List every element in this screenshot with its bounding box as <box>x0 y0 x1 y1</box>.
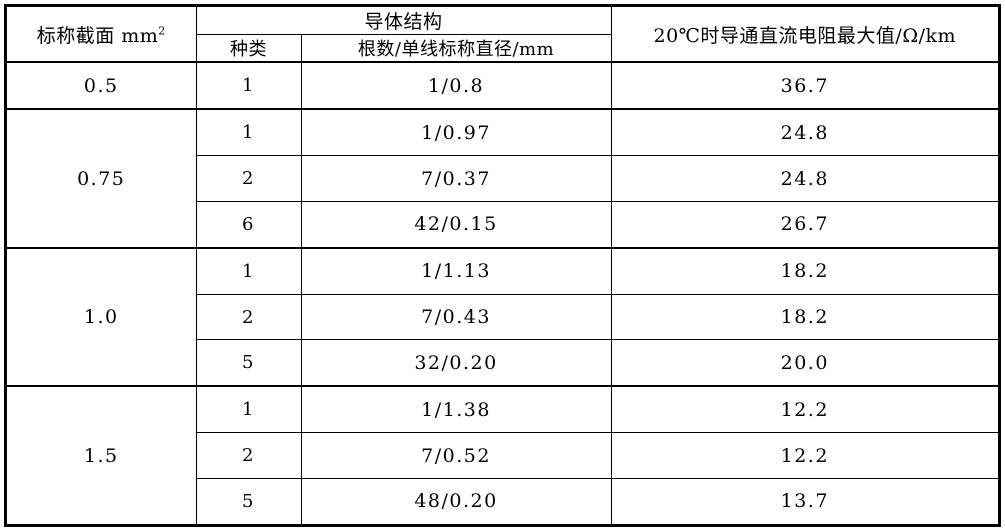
header-row-top: 标称截面 mm2 导体结构 20℃时导通直流电阻最大值/Ω/km <box>5 5 1000 63</box>
cell-nominal-area: 1.5 <box>5 385 197 526</box>
header-kind: 种类 <box>195 34 302 63</box>
cell-nominal-area: 0.5 <box>5 60 197 110</box>
cell-resistance: 24.8 <box>610 155 1000 202</box>
cell-nominal-area: 0.75 <box>5 108 197 249</box>
cell-kind: 2 <box>195 293 302 341</box>
cell-kind: 5 <box>195 339 302 387</box>
table-row: 2 7/0.37 24.8 <box>6 155 1000 202</box>
cell-strands-diameter: 1/0.97 <box>300 108 612 157</box>
cell-strands-diameter: 48/0.20 <box>300 477 612 526</box>
header-nominal-area: 标称截面 mm2 <box>5 5 197 63</box>
cell-kind: 2 <box>195 155 302 202</box>
header-resistance: 20℃时导通直流电阻最大值/Ω/km <box>610 5 1000 63</box>
table-row: 5 48/0.20 13.7 <box>6 477 1000 526</box>
table-body: 0.5 1 1/0.8 36.7 0.75 1 1/0.97 24.8 2 7/0.37 24.8 6… <box>5 60 1000 526</box>
table-row: 6 42/0.15 26.7 <box>6 200 1000 249</box>
cell-resistance: 24.8 <box>610 108 1000 157</box>
cell-kind: 1 <box>195 60 302 110</box>
cell-resistance: 18.2 <box>610 293 1000 341</box>
cell-strands-diameter: 1/1.13 <box>300 246 612 295</box>
cell-resistance: 13.7 <box>610 477 1000 526</box>
cell-resistance: 26.7 <box>610 200 1000 249</box>
cell-nominal-area: 1.0 <box>5 246 197 387</box>
table-row: 5 32/0.20 20.0 <box>6 339 1000 387</box>
table-row: 1.0 1 1/1.13 18.2 <box>5 246 1000 387</box>
cell-strands-diameter: 32/0.20 <box>300 339 612 387</box>
cell-strands-diameter: 1/0.8 <box>300 60 612 110</box>
table-row: 2 7/0.52 12.2 <box>6 432 1000 479</box>
cell-strands-diameter: 7/0.43 <box>300 293 612 341</box>
header-strands-diameter: 根数/单线标称直径/mm <box>300 34 612 63</box>
header-nominal-area-superscript: 2 <box>158 24 166 38</box>
table-row: 0.75 1 1/0.97 24.8 <box>5 108 1000 249</box>
header-conductor-structure: 导体结构 <box>195 5 612 35</box>
conductor-spec-table: 标称截面 mm2 导体结构 20℃时导通直流电阻最大值/Ω/km 种类 根数/单… <box>3 4 1002 527</box>
cell-resistance: 12.2 <box>610 432 1000 479</box>
cell-strands-diameter: 1/1.38 <box>300 385 612 434</box>
cell-strands-diameter: 42/0.15 <box>300 200 612 249</box>
table-row: 2 7/0.43 18.2 <box>6 293 1000 341</box>
cell-kind: 1 <box>195 385 302 434</box>
cell-strands-diameter: 7/0.52 <box>300 432 612 479</box>
table-row: 0.5 1 1/0.8 36.7 <box>5 60 1000 110</box>
cell-kind: 1 <box>195 108 302 157</box>
table-row: 1.5 1 1/1.38 12.2 <box>5 385 1000 526</box>
table-header: 标称截面 mm2 导体结构 20℃时导通直流电阻最大值/Ω/km 种类 根数/单… <box>5 5 1000 63</box>
cell-kind: 5 <box>195 477 302 526</box>
cell-kind: 1 <box>195 246 302 295</box>
cell-resistance: 36.7 <box>610 60 1000 110</box>
header-nominal-area-text: 标称截面 mm <box>36 24 159 47</box>
cell-resistance: 18.2 <box>610 246 1000 295</box>
cell-kind: 6 <box>195 200 302 249</box>
cell-resistance: 12.2 <box>610 385 1000 434</box>
cell-resistance: 20.0 <box>610 339 1000 387</box>
cell-strands-diameter: 7/0.37 <box>300 155 612 202</box>
cell-kind: 2 <box>195 432 302 479</box>
